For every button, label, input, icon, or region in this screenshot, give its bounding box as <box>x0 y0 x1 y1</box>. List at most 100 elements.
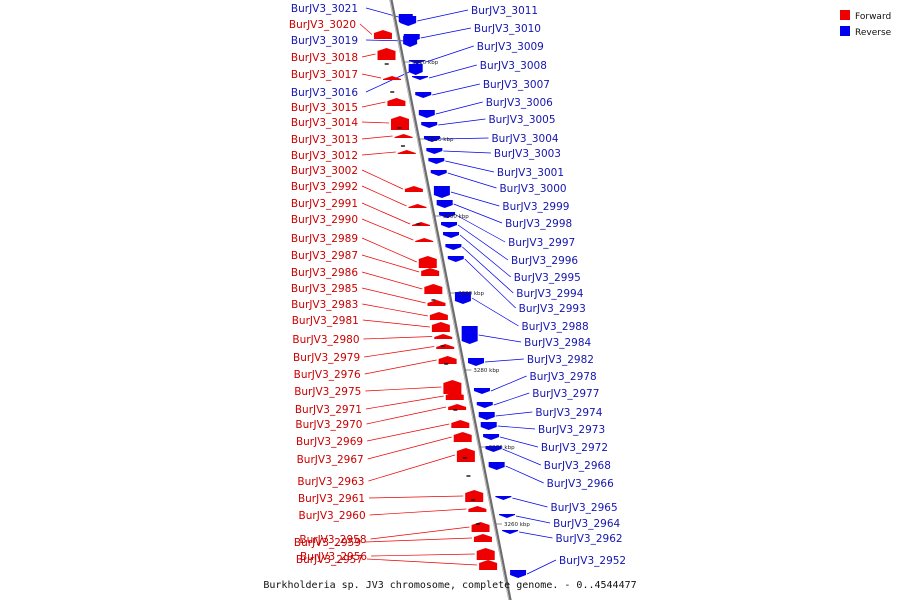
reverse-gene-feature <box>418 110 435 118</box>
reverse-gene-feature <box>478 412 495 420</box>
forward-gene-label: BurJV3_2975 <box>294 386 361 398</box>
reverse-gene-label: BurJV3_3011 <box>471 5 538 17</box>
figure-caption: Burkholderia sp. JV3 chromosome, complet… <box>263 580 636 591</box>
forward-gene-feature <box>391 116 410 130</box>
forward-gene-feature <box>471 522 490 532</box>
chromosome-backbone <box>389 0 512 600</box>
reverse-gene-label: BurJV3_3004 <box>491 133 558 145</box>
forward-gene-label: BurJV3_2958 <box>299 534 366 546</box>
forward-label-connector <box>361 237 417 263</box>
scale-tick-label: 3280 kbp <box>473 368 499 374</box>
reverse-label-connector <box>445 160 494 173</box>
reverse-gene-label: BurJV3_2982 <box>527 354 594 366</box>
forward-gene-label: BurJV3_2985 <box>291 283 358 295</box>
forward-gene-label: BurJV3_2992 <box>291 181 358 193</box>
reverse-label-connector <box>519 531 553 539</box>
reverse-gene-label: BurJV3_2994 <box>516 288 583 300</box>
reverse-gene-label: BurJV3_2972 <box>541 442 608 454</box>
reverse-gene-feature <box>480 422 497 430</box>
reverse-gene-label: BurJV3_2988 <box>522 321 589 333</box>
reverse-label-connector <box>440 137 489 140</box>
forward-gene-label: BurJV3_2990 <box>291 214 358 226</box>
forward-label-connector <box>370 526 470 540</box>
reverse-label-connector <box>453 203 503 224</box>
forward-gene-feature <box>443 380 462 394</box>
forward-gene-label: BurJV3_2983 <box>291 299 358 311</box>
reverse-gene-label: BurJV3_3016 <box>291 87 358 99</box>
reverse-label-connector <box>432 83 480 96</box>
reverse-gene-label: BurJV3_3006 <box>486 97 553 109</box>
forward-label-connector <box>361 135 393 140</box>
reverse-label-connector <box>484 358 524 363</box>
forward-label-connector <box>362 303 428 317</box>
reverse-gene-feature <box>498 514 515 518</box>
reverse-gene-label: BurJV3_2998 <box>505 218 572 230</box>
reverse-gene-label: BurJV3_2952 <box>559 555 626 567</box>
reverse-label-connector <box>459 234 511 278</box>
reverse-label-connector <box>505 465 544 484</box>
reverse-gene-feature <box>461 326 478 344</box>
reverse-label-connector <box>450 191 500 207</box>
reverse-label-connector <box>457 224 509 261</box>
forward-gene-feature <box>453 432 472 442</box>
reverse-gene-label: BurJV3_3008 <box>480 60 547 72</box>
reverse-label-connector <box>464 258 516 309</box>
forward-gene-label: BurJV3_2970 <box>295 419 362 431</box>
reverse-gene-feature <box>441 222 458 228</box>
reverse-label-connector <box>425 45 474 63</box>
reverse-label-connector <box>365 39 411 42</box>
reverse-label-connector <box>462 246 514 294</box>
reverse-gene-label: BurJV3_2978 <box>530 371 597 383</box>
reverse-gene-label: BurJV3_3005 <box>488 114 555 126</box>
forward-gene-label: BurJV3_2976 <box>294 369 361 381</box>
reverse-gene-feature <box>421 122 438 128</box>
forward-label-connector <box>368 454 455 482</box>
forward-label-connector <box>361 101 386 108</box>
reverse-gene-feature <box>468 358 485 366</box>
forward-gene-label: BurJV3_2957 <box>296 554 363 566</box>
forward-gene-label: BurJV3_2981 <box>292 315 359 327</box>
reverse-gene-feature <box>433 186 450 198</box>
reverse-gene-label: BurJV3_2984 <box>524 337 591 349</box>
reverse-gene-label: BurJV3_2968 <box>544 460 611 472</box>
forward-label-connector <box>371 553 475 557</box>
forward-gene-feature <box>377 48 396 60</box>
legend: Forward Reverse <box>840 10 892 38</box>
reverse-label-connector <box>500 436 539 448</box>
reverse-gene-label: BurJV3_2996 <box>511 255 578 267</box>
forward-gene-feature <box>465 490 484 502</box>
forward-gene-label: BurJV3_2989 <box>291 233 358 245</box>
forward-gene-label: BurJV3_3017 <box>291 69 358 81</box>
forward-label-connector <box>366 558 478 566</box>
reverse-gene-feature <box>423 136 440 142</box>
forward-label-connector <box>361 121 390 124</box>
reverse-gene-label: BurJV3_3000 <box>499 183 566 195</box>
forward-label-connector <box>361 73 382 79</box>
reverse-gene-feature <box>408 60 425 64</box>
forward-gene-feature <box>394 134 413 138</box>
reverse-gene-label: BurJV3_2973 <box>538 424 605 436</box>
gene-labels: BurJV3_3020 BurJV3_3018 BurJV3_3017 BurJV3_… <box>289 3 626 567</box>
forward-label-connector <box>367 423 450 442</box>
forward-gene-feature <box>445 392 464 400</box>
forward-gene-feature <box>421 268 440 276</box>
legend-item-reverse: Reverse <box>840 26 892 38</box>
legend-swatch-reverse <box>840 26 850 36</box>
legend-item-forward: Forward <box>840 10 891 22</box>
legend-label-forward: Forward <box>855 12 891 22</box>
forward-gene-feature <box>476 548 495 560</box>
reverse-gene-label: BurJV3_2977 <box>532 388 599 400</box>
reverse-gene-feature <box>428 158 445 164</box>
reverse-gene-feature <box>447 256 464 262</box>
forward-label-connector <box>365 386 442 392</box>
forward-gene-label: BurJV3_3002 <box>291 165 358 177</box>
forward-label-connector <box>364 359 437 375</box>
reverse-gene-feature <box>426 148 443 154</box>
scale-ticks: 3320 kbp 3310 kbp 3300 kbp 3290 kbp 3280 kbp… <box>404 60 530 528</box>
reverse-gene-feature <box>454 292 471 304</box>
reverse-label-connector <box>435 101 483 115</box>
forward-label-connector <box>361 151 396 156</box>
forward-gene-label: BurJV3_2967 <box>297 454 364 466</box>
forward-gene-feature <box>438 356 457 364</box>
reverse-label-connector <box>495 411 533 417</box>
